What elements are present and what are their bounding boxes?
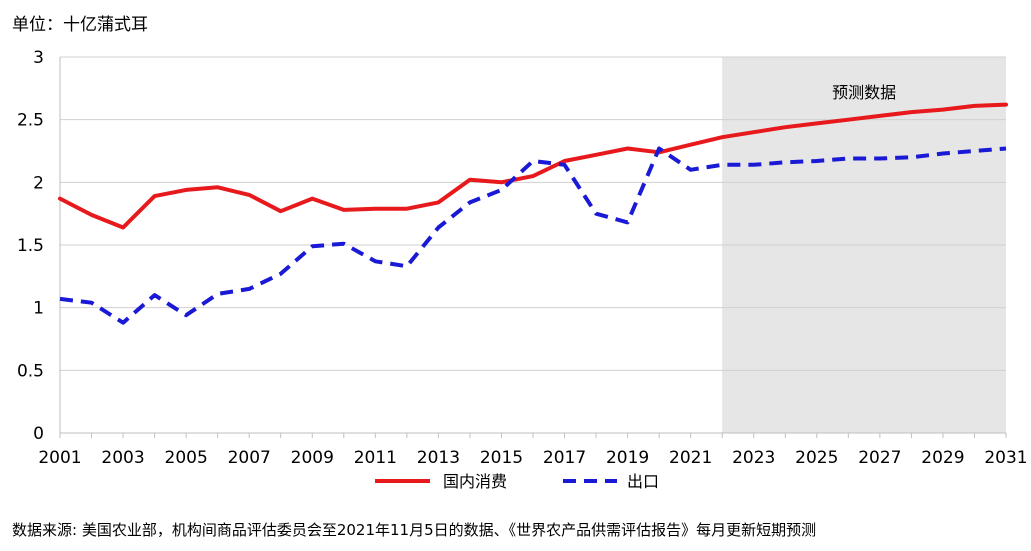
- unit-label: 单位：十亿蒲式耳: [12, 15, 148, 35]
- source-note: 数据来源: 美国农业部，机构间商品评估委员会至2021年11月5日的数据、《世界…: [12, 521, 817, 539]
- x-tick-label: 2005: [165, 448, 208, 468]
- y-tick-label: 0: [33, 424, 44, 444]
- x-tick-label: 2021: [669, 448, 712, 468]
- x-tick-label: 2007: [228, 448, 271, 468]
- x-tick-labels: 2001 2003 2005 2007 2009 2011 2013 2015 2017 2019…: [38, 448, 1027, 468]
- x-tick-label: 2013: [417, 448, 460, 468]
- x-tick-label: 2009: [291, 448, 334, 468]
- legend-label: 出口: [627, 472, 659, 491]
- y-tick-label: 1.5: [17, 236, 44, 256]
- x-tick-label: 2003: [101, 448, 144, 468]
- y-tick-label: 1: [33, 299, 44, 319]
- series-line-domestic: [58, 102, 1008, 230]
- x-tick-label: 2015: [480, 448, 523, 468]
- x-tick-label: 2027: [858, 448, 901, 468]
- x-tick-label: 2011: [354, 448, 397, 468]
- x-tick-label: 2029: [921, 448, 964, 468]
- x-tick-label: 2023: [732, 448, 775, 468]
- x-tick-label: 2025: [795, 448, 838, 468]
- legend-label: 国内消费: [443, 472, 507, 491]
- x-tick-label: 2031: [984, 448, 1027, 468]
- legend: 国内消费 出口: [375, 472, 659, 491]
- y-tick-labels: 0 0.5 1 1.5 2 2.5 3: [17, 48, 44, 444]
- x-tick-label: 2019: [606, 448, 649, 468]
- y-tick-label: 3: [33, 48, 44, 68]
- series-lines: [58, 102, 1008, 325]
- y-tick-label: 2.5: [17, 111, 44, 131]
- x-tick-label: 2017: [543, 448, 586, 468]
- axes: [59, 57, 1007, 438]
- y-tick-label: 0.5: [17, 361, 44, 381]
- forecast-label: 预测数据: [832, 83, 896, 102]
- y-tick-label: 2: [33, 173, 44, 193]
- x-tick-label: 2001: [38, 448, 81, 468]
